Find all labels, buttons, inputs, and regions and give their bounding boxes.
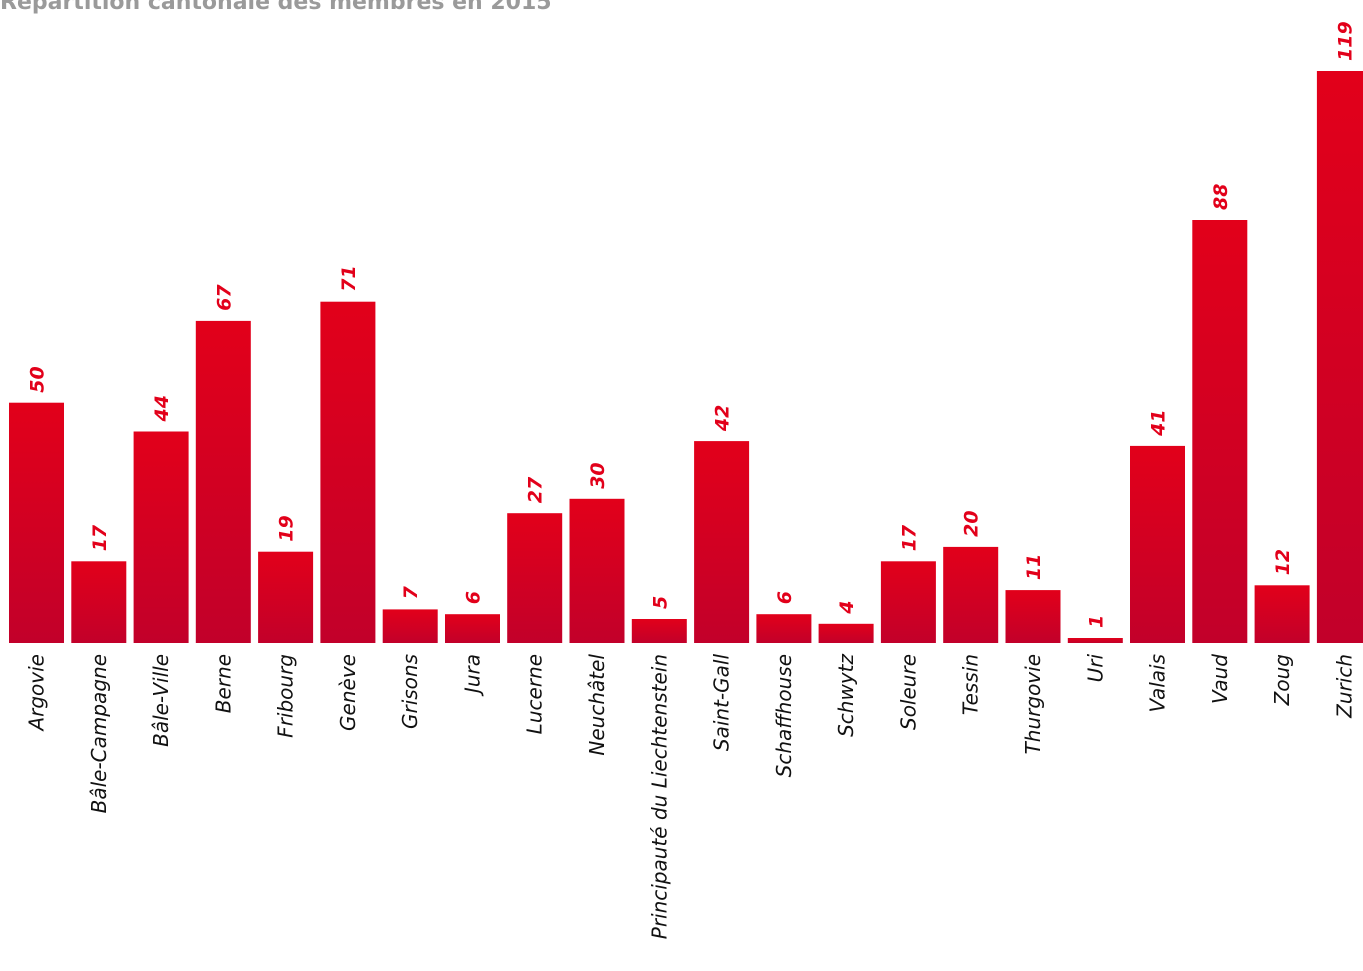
category-label: Thurgovie (1021, 654, 1045, 754)
category-label: Berne (211, 654, 235, 713)
data-label: 44 (151, 395, 173, 422)
bar (1067, 638, 1123, 643)
bar (507, 513, 563, 643)
category-label: Bâle-Campagne (87, 654, 111, 813)
category-label: Argovie (25, 654, 49, 733)
data-label: 88 (1210, 184, 1232, 210)
data-label: 17 (898, 524, 920, 551)
data-label: 1 (1085, 615, 1107, 628)
bars-group (9, 71, 1363, 643)
category-label: Soleure (896, 654, 920, 730)
category-label: Jura (461, 654, 485, 697)
category-label: Uri (1083, 654, 1107, 683)
chart-title: Répartition cantonale des membres en 201… (0, 0, 552, 15)
data-label: 67 (213, 284, 235, 311)
data-label: 4 (836, 601, 858, 615)
category-labels-group: Argovie Bâle-Campagne Bâle-Ville Berne Fribo… (25, 654, 1357, 940)
data-label: 42 (712, 405, 734, 432)
bar (1316, 71, 1363, 643)
category-label: Zurich (1332, 654, 1356, 719)
bar (1005, 590, 1061, 643)
category-label: Genève (336, 654, 360, 731)
bar (445, 614, 500, 643)
bar (880, 561, 936, 643)
category-label: Valais (1146, 654, 1170, 712)
bar (71, 561, 127, 643)
data-label: 71 (338, 265, 360, 291)
bar (631, 619, 687, 643)
bar (1254, 585, 1310, 643)
bar (694, 441, 750, 643)
bar (818, 623, 874, 643)
data-label: 41 (1148, 409, 1170, 436)
data-label: 7 (400, 585, 422, 599)
data-label: 20 (961, 510, 983, 536)
data-label: 12 (1272, 549, 1294, 575)
category-label: Schwytz (834, 654, 858, 737)
bar (9, 402, 64, 643)
category-label: Bâle-Ville (149, 654, 173, 747)
bar (1192, 220, 1248, 643)
data-label: 119 (1334, 21, 1356, 61)
bar (382, 609, 438, 643)
data-label: 6 (774, 591, 796, 604)
data-label: 19 (276, 515, 298, 541)
data-label: 30 (587, 462, 609, 488)
bar (195, 320, 251, 643)
bar (569, 498, 625, 643)
bar (133, 431, 189, 643)
bar (258, 551, 314, 643)
data-label: 6 (463, 591, 485, 604)
data-label: 27 (525, 476, 547, 503)
bar (320, 301, 376, 643)
bar (943, 546, 999, 643)
category-label: Grisons (398, 654, 422, 729)
category-label: Vaud (1208, 654, 1232, 704)
bar (756, 614, 812, 643)
category-label: Saint-Gall (710, 654, 734, 752)
data-label: 11 (1023, 554, 1045, 580)
category-label: Zoug (1270, 654, 1294, 706)
category-label: Lucerne (523, 654, 547, 734)
data-label: 50 (27, 366, 49, 392)
data-label: 5 (649, 596, 671, 609)
bar (1130, 445, 1185, 643)
category-label: Principauté du Liechtenstein (647, 654, 671, 939)
category-label: Fribourg (274, 654, 298, 738)
category-label: Schaffhouse (772, 654, 796, 777)
category-label: Tessin (959, 654, 983, 715)
category-label: Neuchâtel (585, 654, 609, 756)
data-label: 17 (89, 524, 111, 551)
